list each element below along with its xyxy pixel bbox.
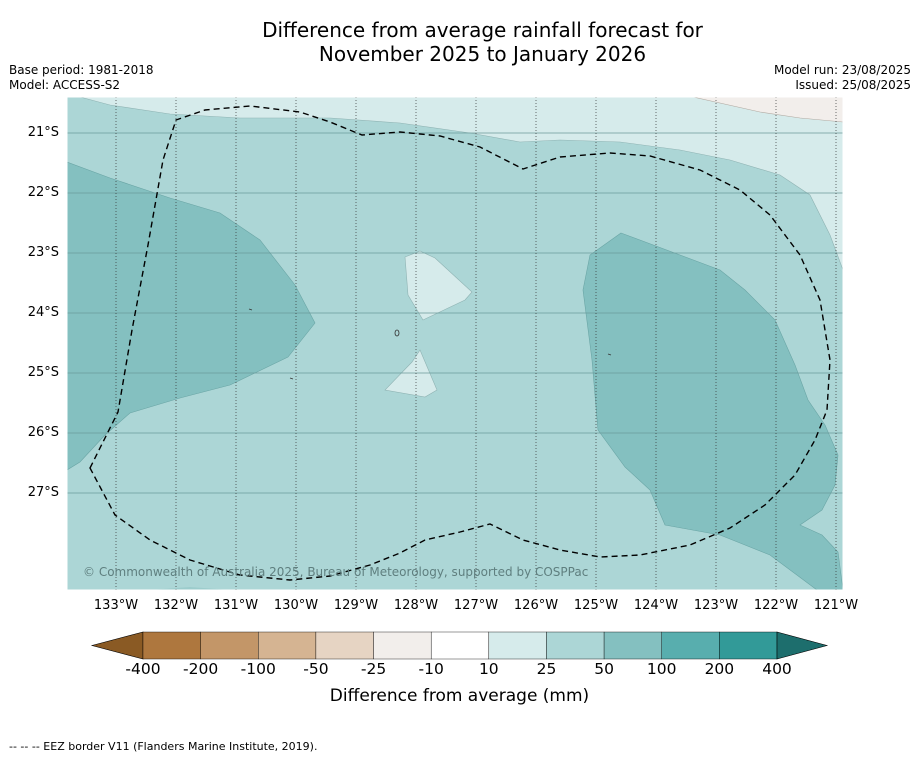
longitude-label: 125°W — [573, 598, 619, 613]
colorbar-swatch — [200, 631, 259, 660]
colorbar-swatch — [719, 631, 778, 660]
colorbar-tick-label: 200 — [704, 660, 735, 678]
colorbar-tick-label: -50 — [303, 660, 329, 678]
meta-left: Base period: 1981-2018 Model: ACCESS-S2 — [9, 63, 154, 93]
longitude-label: 131°W — [213, 598, 259, 613]
rain-speck-1 — [394, 329, 400, 337]
colorbar-tick-label: 10 — [478, 660, 499, 678]
meta-right: Model run: 23/08/2025 Issued: 25/08/2025 — [774, 63, 911, 93]
issued-date: Issued: 25/08/2025 — [795, 78, 911, 92]
longitude-label: 126°W — [513, 598, 559, 613]
latitude-label: 24°S — [27, 305, 59, 320]
longitude-label: 127°W — [453, 598, 499, 613]
eez-border — [89, 105, 831, 581]
colorbar-tick-label: 25 — [536, 660, 557, 678]
colorbar-arrow-low — [90, 631, 144, 660]
latitude-label: 23°S — [27, 245, 59, 260]
colorbar-tick-label: -25 — [360, 660, 387, 678]
colorbar-tick-label: 100 — [646, 660, 677, 678]
longitude-label: 133°W — [93, 598, 139, 613]
latitude-label: 26°S — [27, 425, 59, 440]
rain-speck-2 — [248, 308, 253, 311]
longitude-label: 122°W — [753, 598, 799, 613]
rain-speck-4 — [607, 353, 612, 356]
colorbar-swatch — [488, 631, 547, 660]
rain-band-50-100-east — [582, 232, 843, 590]
longitude-label: 132°W — [153, 598, 199, 613]
map-plot — [67, 97, 843, 590]
colorbar-swatch — [661, 631, 720, 660]
rain-band-south — [150, 587, 230, 590]
longitude-label: 129°W — [333, 598, 379, 613]
rain-band-10-25-centre-a — [404, 250, 473, 321]
longitude-label: 130°W — [273, 598, 319, 613]
colorbar-tick-label: -10 — [418, 660, 444, 678]
colorbar-arrow-high — [776, 631, 829, 660]
colorbar-swatch — [315, 631, 374, 660]
rain-speck-3 — [289, 377, 294, 380]
model-run: Model run: 23/08/2025 — [773, 63, 911, 77]
eez-footnote: -- -- -- EEZ border V11 (Flanders Marine… — [9, 740, 318, 753]
colorbar-swatch — [258, 631, 317, 660]
colorbar-swatch — [430, 631, 490, 660]
colorbar-swatch — [142, 631, 201, 660]
colorbar-tick-label: -400 — [125, 660, 161, 678]
graticule — [67, 97, 843, 590]
colorbar-tick-label: -100 — [240, 660, 276, 678]
rain-band-10-25-centre-b — [384, 349, 438, 398]
rain-band-negative — [692, 97, 843, 123]
rain-band-50-100-west — [67, 161, 316, 471]
colorbar-tick-label: 50 — [594, 660, 614, 678]
map-frame — [66, 96, 844, 591]
longitude-label: 121°W — [813, 598, 859, 613]
colorbar-tick-label: 400 — [762, 660, 792, 678]
colorbar-tick-label: -200 — [183, 660, 219, 678]
colorbar-swatch — [603, 631, 662, 660]
latitude-label: 25°S — [27, 365, 59, 380]
latitude-label: 27°S — [27, 485, 59, 500]
longitude-label: 128°W — [393, 598, 439, 613]
base-period: Base period: 1981-2018 — [9, 63, 154, 77]
latitude-label: 21°S — [27, 125, 59, 140]
longitude-label: 123°W — [693, 598, 739, 613]
colorbar-swatch — [546, 631, 605, 660]
rain-band-10-25-north — [79, 97, 843, 271]
longitude-label: 124°W — [633, 598, 679, 613]
colorbar — [90, 631, 829, 660]
colorbar-title: Difference from average (mm) — [329, 686, 590, 706]
title-line-2: November 2025 to January 2026 — [318, 42, 647, 66]
title-line-1: Difference from average rainfall forecas… — [262, 18, 703, 42]
copyright-notice: © Commonwealth of Australia 2025, Bureau… — [83, 565, 589, 579]
map-title: Difference from average rainfall forecas… — [0, 18, 919, 66]
latitude-label: 22°S — [27, 185, 59, 200]
colorbar-swatch — [373, 631, 432, 660]
model-name: Model: ACCESS-S2 — [9, 78, 121, 92]
